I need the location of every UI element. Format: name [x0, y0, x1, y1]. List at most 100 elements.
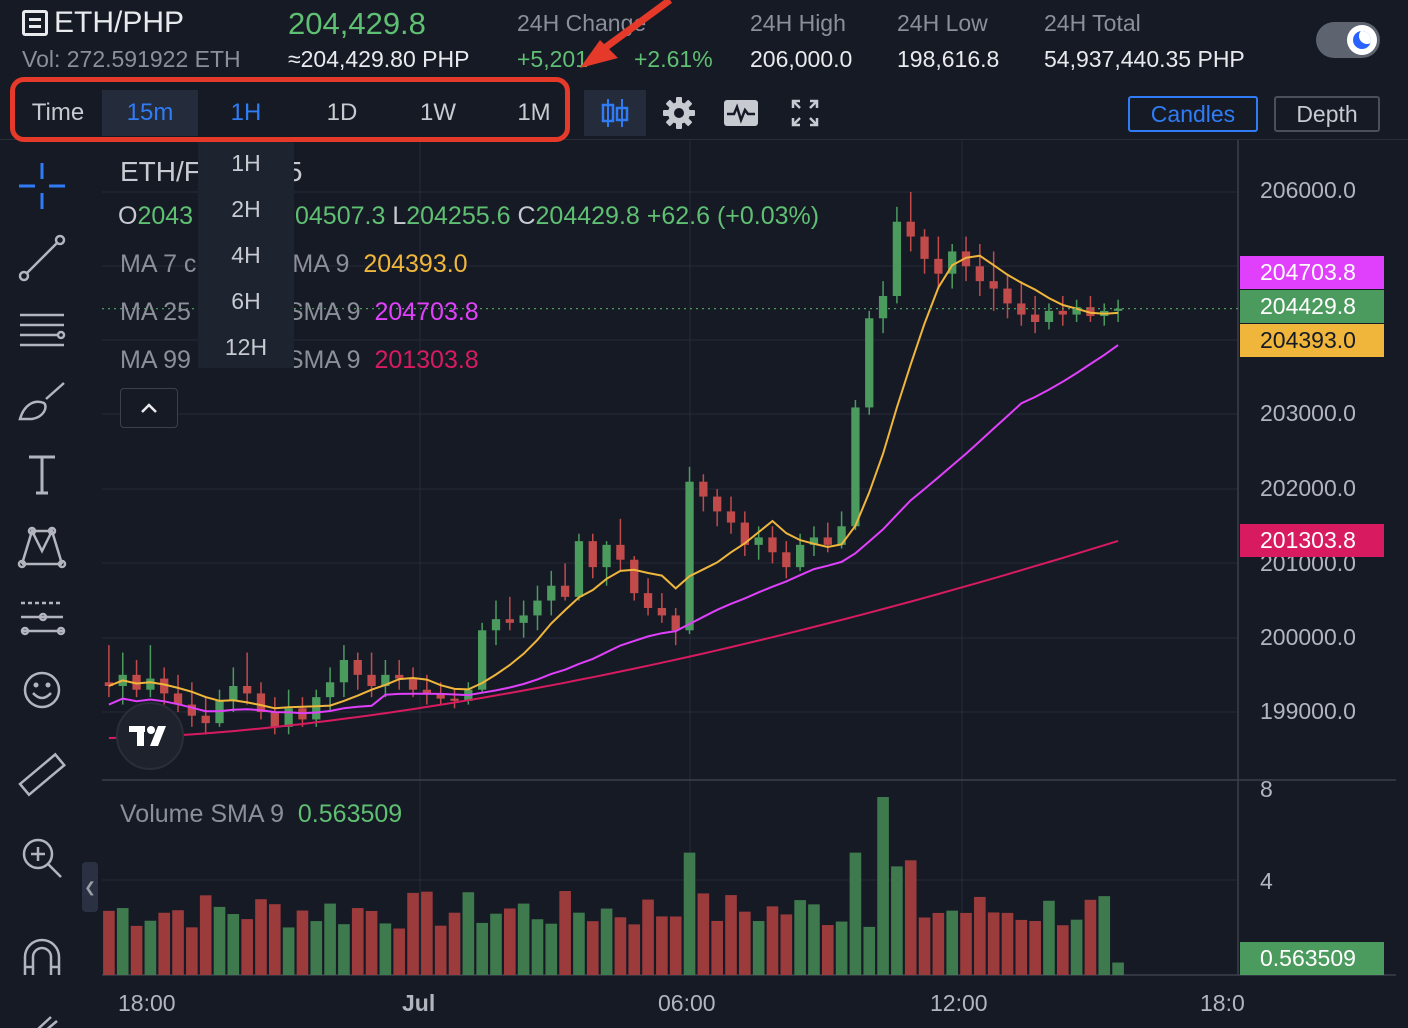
candle-body [934, 258, 943, 274]
horizontal-lines-icon[interactable] [14, 302, 70, 358]
gear-icon[interactable] [648, 90, 710, 136]
volume-bar [1015, 919, 1028, 975]
dropdown-item-1h[interactable]: 1H [231, 149, 261, 176]
time-tick: 18:0 [1200, 990, 1245, 1016]
theme-toggle[interactable] [1316, 22, 1380, 58]
ma7-line [108, 254, 1119, 710]
volume-bar [1070, 919, 1083, 975]
volume-bar [711, 920, 723, 975]
ruler-svg [18, 752, 67, 797]
last-price-badge: 204429.8 [1240, 290, 1384, 323]
text-icon[interactable] [14, 446, 70, 502]
volume-bar [351, 908, 364, 975]
volume-bar [766, 906, 779, 975]
zoom-in-icon[interactable] [14, 830, 70, 886]
dropdown-item-4h[interactable]: 4H [231, 241, 261, 268]
emoji-icon[interactable] [14, 662, 70, 718]
drawing-toolbar [0, 140, 86, 1028]
dropdown-item-6h[interactable]: 6H [231, 287, 261, 314]
candle-body [243, 686, 252, 694]
candle-body [104, 682, 114, 686]
dropdown-item-12h[interactable]: 12H [224, 333, 268, 360]
tab-1w[interactable]: 1W [420, 99, 456, 126]
candle-body [491, 619, 501, 631]
candle-body [1072, 307, 1081, 315]
tradingview-logo[interactable] [116, 702, 184, 770]
candle-body [1003, 288, 1012, 304]
volume-bar [324, 903, 336, 975]
ohlc-o-label: O [118, 202, 138, 230]
volume-bar [1056, 925, 1069, 975]
candle-body [989, 281, 998, 289]
candlestick-icon[interactable] [584, 90, 646, 136]
fullscreen-icon[interactable] [774, 90, 836, 136]
ohlc-o-value: 2043 [137, 202, 194, 230]
volume-value: 0.563509 [297, 800, 403, 828]
volume-bar [186, 927, 198, 975]
volume-tick: 8 [1260, 776, 1273, 802]
magnet-svg [23, 938, 61, 975]
menu-list-icon[interactable] [22, 10, 48, 36]
ma99-legend: MA 99 SMA 9 201303.8 [120, 346, 479, 375]
tab-1h[interactable]: 1H [230, 99, 262, 126]
candle-body [713, 496, 722, 512]
pair-name[interactable]: ETH/PHP [54, 6, 185, 39]
volume-bar [407, 892, 419, 975]
volume-bar [1029, 921, 1041, 975]
ticker-header: ETH/PHP Vol: 272.591922 ETH 204,429.8 ≈2… [0, 0, 1408, 88]
candle-body [408, 678, 418, 690]
time-label: Time [31, 99, 85, 126]
candle-body [768, 537, 777, 553]
change-pct: +2.61% [634, 46, 713, 72]
pencil-lock-icon[interactable] [14, 1000, 70, 1028]
tab-15m[interactable]: 15m [102, 90, 198, 136]
ma25-price-badge: 204703.8 [1240, 256, 1384, 289]
time-tick: 06:00 [658, 990, 716, 1016]
dropdown-item-2h[interactable]: 2H [231, 195, 261, 222]
annotation-arrow [580, 0, 673, 68]
candle-body [505, 619, 514, 623]
collapse-legend-button[interactable] [120, 388, 178, 428]
pattern-icon[interactable] [14, 518, 70, 574]
candle-body [809, 537, 819, 545]
collapse-tools-tab[interactable]: ❮ [82, 862, 98, 912]
candle-body [1086, 307, 1095, 317]
volume-badge: 0.563509 [1240, 942, 1384, 975]
ruler-icon[interactable] [14, 748, 70, 804]
depth-button[interactable]: Depth [1274, 96, 1380, 132]
tab-1m[interactable]: 1M [517, 99, 551, 126]
candle-body [381, 674, 390, 686]
ma7-legend: MA 7 c MA 9 204393.0 [120, 250, 468, 279]
candle-body [602, 544, 611, 568]
approx-php: ≈204,429.80 PHP [288, 46, 470, 72]
ma7-sub: MA 9 [292, 250, 350, 278]
brush-icon[interactable] [14, 374, 70, 430]
indicator-icon[interactable] [710, 90, 772, 136]
trend-line-icon[interactable] [14, 230, 70, 286]
candle-body [1044, 310, 1054, 322]
candle-body [160, 678, 169, 694]
high-label: 24H High [750, 10, 846, 36]
volume-bar [310, 921, 323, 975]
forecast-icon[interactable] [14, 590, 70, 646]
chart-title-left: ETH/F [120, 156, 201, 187]
change-value: +5,201 [517, 46, 588, 72]
chart-title: ETH/F 5 [120, 156, 302, 188]
timeframe-dropdown: 1H 2H 4H 6H 12H [198, 140, 294, 368]
tab-1d[interactable]: 1D [326, 99, 358, 126]
ma25-sub: SMA 9 [286, 298, 361, 326]
candles-button[interactable]: Candles [1128, 96, 1258, 132]
chart-toolbar: Time 15m 1H 1D 1W 1M [0, 88, 1408, 140]
crosshair-icon[interactable] [14, 158, 70, 214]
volume-bar [946, 910, 959, 975]
moon-icon [1353, 31, 1371, 49]
volume-bar [1084, 899, 1097, 975]
volume-bar [642, 899, 654, 975]
toggle-knob [1347, 25, 1377, 55]
price-chart[interactable] [0, 140, 1408, 1028]
volume-bar [116, 908, 129, 975]
pair-selector[interactable]: ETH/PHP [22, 6, 184, 40]
volume-bar [296, 910, 309, 975]
volume-bar [1112, 962, 1124, 975]
magnet-icon[interactable] [14, 930, 70, 986]
